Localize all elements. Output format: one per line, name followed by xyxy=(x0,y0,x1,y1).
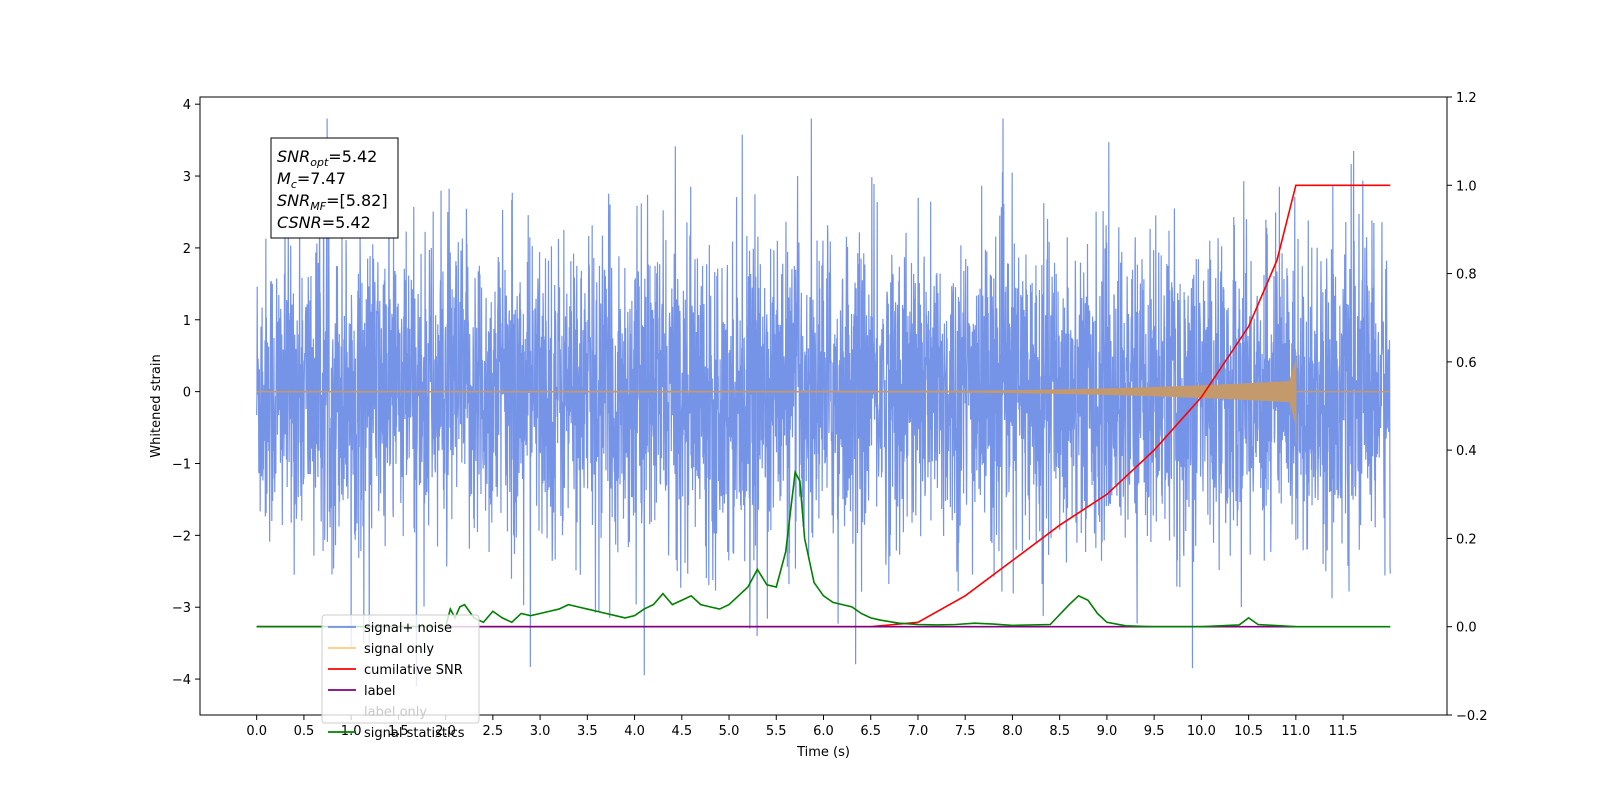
x-tick-label: 4.5 xyxy=(671,724,692,739)
legend-entry-label: signal only xyxy=(364,642,434,657)
annotation-line: CSNR=5.42 xyxy=(277,213,371,232)
x-tick-label: 3.5 xyxy=(577,724,598,739)
series-signal-statistics xyxy=(256,469,1391,628)
legend: signal+ noise signal only cumilative SNR la… xyxy=(321,614,480,741)
axes: 0.0 0.5 1.0 1.5 2.0 2.5 3.0 3.5 4.0 4.5 5.0 5.5 6.0 6… xyxy=(149,91,1488,760)
y2-tick-label: 0.8 xyxy=(1456,268,1477,283)
y-tick-label: −4 xyxy=(172,673,191,688)
y2-tick-label: 0.2 xyxy=(1456,532,1477,547)
y-tick-label: −3 xyxy=(172,601,191,616)
y2-tick-label: 1.0 xyxy=(1456,179,1477,194)
x-tick-label: 0.5 xyxy=(294,724,315,739)
y-tick-label: −2 xyxy=(172,529,191,544)
x-tick-label: 5.5 xyxy=(766,724,787,739)
y-tick-label: 4 xyxy=(183,98,191,113)
y-tick-label: 0 xyxy=(183,386,191,401)
x-tick-label: 8.5 xyxy=(1049,724,1070,739)
y-tick-label: 1 xyxy=(183,314,191,329)
series-cumilative-snr xyxy=(256,184,1391,628)
x-tick-label: 9.0 xyxy=(1097,724,1118,739)
x-tick-label: 3.0 xyxy=(530,724,551,739)
legend-entry-label: label only xyxy=(364,705,427,720)
x-tick-label: 2.0 xyxy=(435,724,456,739)
y-tick-label: −1 xyxy=(172,457,191,472)
x-tick-label: 1.5 xyxy=(388,724,409,739)
x-tick-label: 10.5 xyxy=(1234,724,1263,739)
y2-tick-label: 0.6 xyxy=(1456,356,1477,371)
annotation-line: SNRMF=[5.82] xyxy=(277,191,388,213)
y-tick-label: 3 xyxy=(183,170,191,185)
signal-noise-line xyxy=(256,118,1391,687)
legend-frame xyxy=(321,614,480,724)
y2-tick-label: 1.2 xyxy=(1456,91,1477,106)
series-signal-only xyxy=(256,352,1391,442)
x-tick-label: 8.0 xyxy=(1002,724,1023,739)
y-tick-label: 2 xyxy=(183,242,191,257)
x-tick-label: 10.0 xyxy=(1187,724,1216,739)
x-tick-label: 9.5 xyxy=(1144,724,1165,739)
x-tick-label: 11.5 xyxy=(1329,724,1358,739)
annotation-frame xyxy=(270,137,399,239)
annotation-line: Mc=7.47 xyxy=(277,169,346,191)
x-tick-label: 2.5 xyxy=(483,724,504,739)
x-tick-label: 4.0 xyxy=(624,724,645,739)
legend-entry-label: signal+ noise xyxy=(364,621,452,636)
y-axis-label: Whitened strain xyxy=(149,354,164,457)
x-tick-label: 6.0 xyxy=(813,724,834,739)
x-tick-label: 6.5 xyxy=(860,724,881,739)
y2-tick-label: 0.0 xyxy=(1456,621,1477,636)
signal-only-chirp xyxy=(256,352,1297,442)
x-tick-label: 7.5 xyxy=(955,724,976,739)
legend-entry-label: cumilative SNR xyxy=(364,663,463,678)
x-tick-label: 5.0 xyxy=(719,724,740,739)
x-tick-label: 7.0 xyxy=(908,724,929,739)
series-signal-noise xyxy=(256,118,1391,687)
legend-entry-label: signal statistics xyxy=(364,726,465,741)
y2-tick-label: 0.4 xyxy=(1456,444,1477,459)
x-tick-label: 0.0 xyxy=(246,724,267,739)
legend-entry-label: label xyxy=(364,684,395,699)
x-axis-label: Time (s) xyxy=(796,745,850,760)
y2-tick-label: −0.2 xyxy=(1456,709,1488,724)
annotation-line: SNRopt=5.42 xyxy=(277,147,377,169)
x-tick-label: 11.0 xyxy=(1281,724,1310,739)
